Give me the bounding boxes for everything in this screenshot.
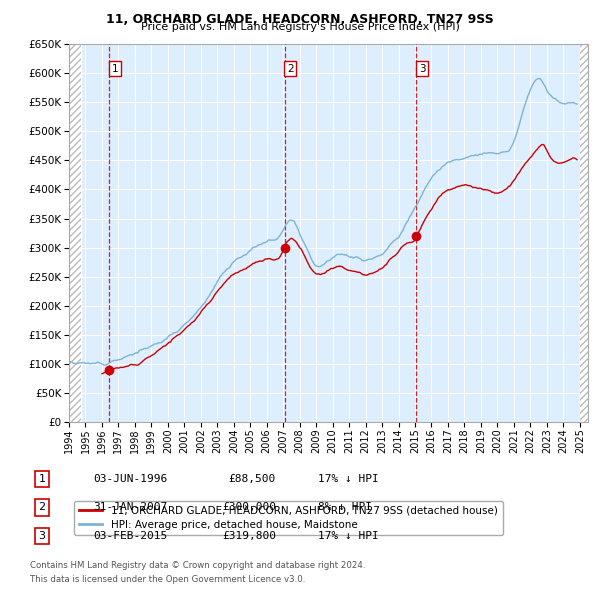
Text: 17% ↓ HPI: 17% ↓ HPI — [318, 474, 379, 484]
Text: £300,000: £300,000 — [222, 503, 276, 512]
Polygon shape — [69, 44, 82, 422]
Text: 3: 3 — [419, 64, 425, 74]
Text: 1: 1 — [112, 64, 118, 74]
Text: 17% ↓ HPI: 17% ↓ HPI — [318, 531, 379, 540]
Text: 2: 2 — [38, 503, 46, 512]
Text: 8% ↓ HPI: 8% ↓ HPI — [318, 503, 372, 512]
Text: This data is licensed under the Open Government Licence v3.0.: This data is licensed under the Open Gov… — [30, 575, 305, 584]
Text: 1: 1 — [38, 474, 46, 484]
Text: £88,500: £88,500 — [229, 474, 276, 484]
Text: 11, ORCHARD GLADE, HEADCORN, ASHFORD, TN27 9SS: 11, ORCHARD GLADE, HEADCORN, ASHFORD, TN… — [106, 13, 494, 26]
Text: 2: 2 — [287, 64, 293, 74]
Text: 03-FEB-2015: 03-FEB-2015 — [93, 531, 167, 540]
Text: Contains HM Land Registry data © Crown copyright and database right 2024.: Contains HM Land Registry data © Crown c… — [30, 561, 365, 570]
Text: Price paid vs. HM Land Registry's House Price Index (HPI): Price paid vs. HM Land Registry's House … — [140, 22, 460, 32]
Text: 31-JAN-2007: 31-JAN-2007 — [93, 503, 167, 512]
Polygon shape — [580, 44, 588, 422]
Text: £319,800: £319,800 — [222, 531, 276, 540]
Text: 3: 3 — [38, 531, 46, 540]
Legend: 11, ORCHARD GLADE, HEADCORN, ASHFORD, TN27 9SS (detached house), HPI: Average pr: 11, ORCHARD GLADE, HEADCORN, ASHFORD, TN… — [74, 501, 503, 535]
Text: 03-JUN-1996: 03-JUN-1996 — [93, 474, 167, 484]
